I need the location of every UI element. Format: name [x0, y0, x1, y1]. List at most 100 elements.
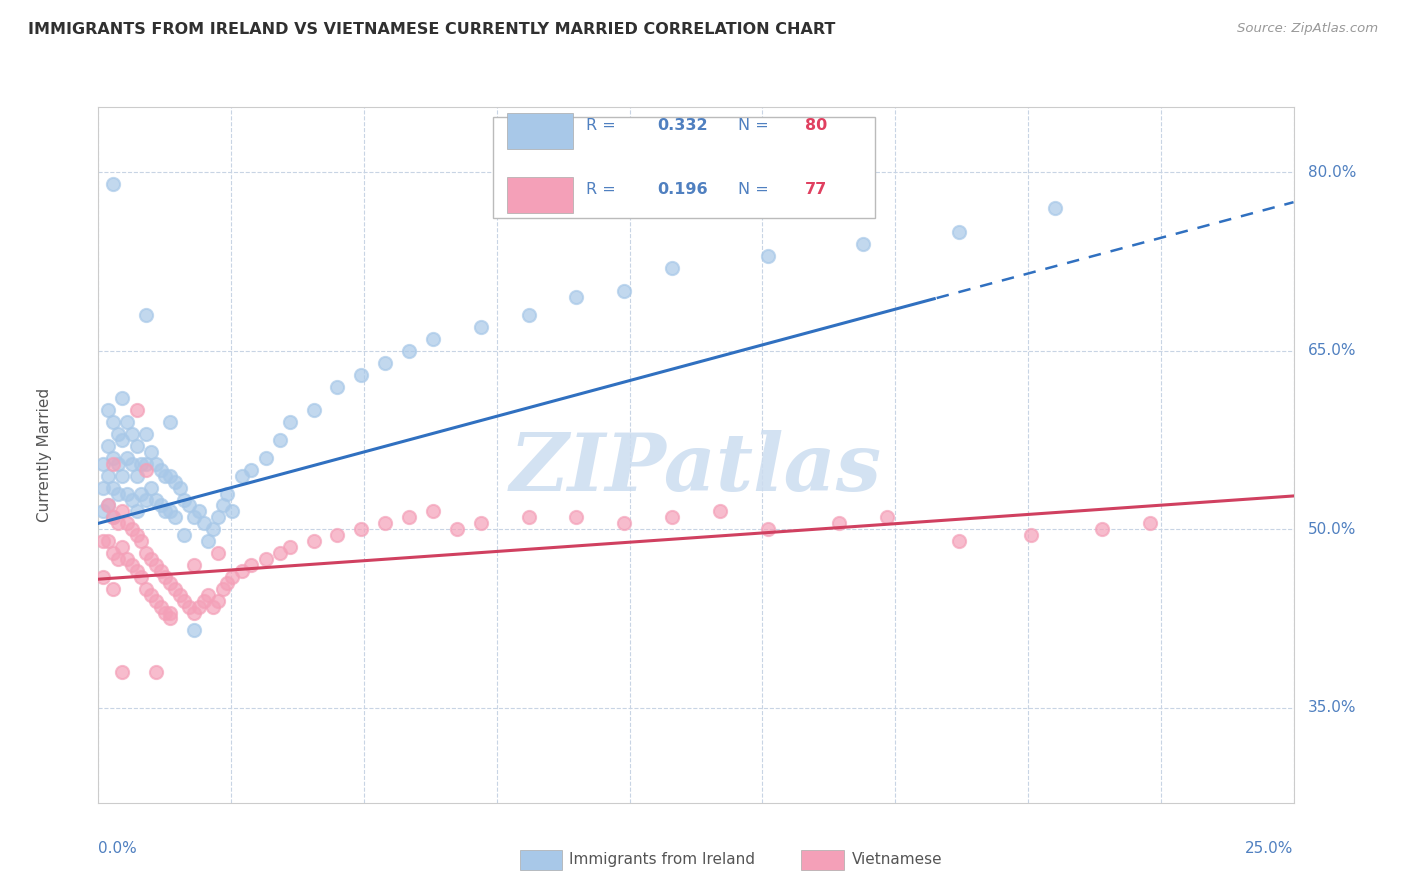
Point — [302, 403, 325, 417]
Point — [145, 665, 167, 679]
Text: 65.0%: 65.0% — [1308, 343, 1357, 359]
Point — [613, 285, 636, 299]
Point — [91, 570, 114, 584]
Point — [107, 486, 129, 500]
Point — [91, 457, 114, 471]
Text: 80: 80 — [804, 119, 827, 133]
Point — [828, 516, 851, 531]
Point — [115, 552, 138, 566]
Point — [101, 178, 124, 192]
Point — [446, 522, 468, 536]
Point — [852, 236, 875, 251]
Point — [149, 599, 172, 614]
Point — [202, 522, 225, 536]
Point — [948, 225, 970, 239]
Point — [101, 546, 124, 560]
Point — [149, 499, 172, 513]
Point — [107, 457, 129, 471]
Text: 0.332: 0.332 — [658, 119, 709, 133]
Point — [115, 486, 138, 500]
Point — [131, 457, 153, 471]
Point — [193, 516, 215, 531]
Point — [111, 504, 134, 518]
Point — [374, 516, 396, 531]
Point — [101, 481, 124, 495]
Point — [1139, 516, 1161, 531]
Point — [139, 552, 162, 566]
Text: Source: ZipAtlas.com: Source: ZipAtlas.com — [1237, 22, 1378, 36]
Point — [111, 392, 134, 406]
Point — [398, 510, 420, 524]
Point — [97, 439, 120, 453]
Point — [115, 450, 138, 465]
Point — [302, 534, 325, 549]
Point — [221, 570, 243, 584]
Point — [159, 468, 181, 483]
Point — [97, 499, 120, 513]
Point — [101, 415, 124, 429]
Text: N =: N = — [738, 119, 773, 133]
Point — [125, 528, 148, 542]
Point — [159, 611, 181, 625]
Text: R =: R = — [586, 182, 621, 197]
Point — [207, 510, 229, 524]
Point — [159, 606, 181, 620]
Point — [169, 481, 191, 495]
Point — [145, 492, 167, 507]
Text: 0.196: 0.196 — [658, 182, 709, 197]
Point — [131, 570, 153, 584]
Point — [91, 481, 114, 495]
Point — [517, 308, 540, 322]
Point — [350, 522, 373, 536]
Text: N =: N = — [738, 182, 773, 197]
Text: 77: 77 — [804, 182, 827, 197]
Point — [149, 564, 172, 578]
Text: Vietnamese: Vietnamese — [852, 853, 942, 867]
Point — [278, 540, 301, 554]
Point — [231, 564, 253, 578]
Point — [145, 558, 167, 572]
Point — [155, 468, 177, 483]
Point — [97, 534, 120, 549]
Text: Immigrants from Ireland: Immigrants from Ireland — [569, 853, 755, 867]
Point — [470, 516, 492, 531]
Point — [125, 439, 148, 453]
Bar — [508, 178, 572, 213]
Point — [398, 343, 420, 358]
Point — [1091, 522, 1114, 536]
Point — [211, 499, 233, 513]
Point — [139, 588, 162, 602]
Point — [240, 558, 263, 572]
Point — [187, 504, 209, 518]
Point — [374, 356, 396, 370]
Point — [135, 582, 157, 596]
Point — [470, 320, 492, 334]
Point — [125, 504, 148, 518]
Text: ZIPatlas: ZIPatlas — [510, 430, 882, 508]
Point — [565, 290, 588, 304]
Point — [207, 546, 229, 560]
Point — [326, 379, 349, 393]
Point — [254, 450, 277, 465]
Point — [101, 450, 124, 465]
Point — [97, 468, 120, 483]
Point — [197, 534, 219, 549]
Point — [183, 624, 205, 638]
Point — [135, 492, 157, 507]
Point — [269, 433, 291, 447]
Point — [326, 528, 349, 542]
Point — [240, 463, 263, 477]
Point — [107, 516, 129, 531]
Point — [107, 427, 129, 442]
Point — [115, 415, 138, 429]
Point — [217, 575, 239, 590]
FancyBboxPatch shape — [494, 118, 875, 219]
Text: 35.0%: 35.0% — [1308, 700, 1357, 715]
Point — [131, 534, 153, 549]
Text: 80.0%: 80.0% — [1308, 165, 1357, 180]
Point — [756, 249, 779, 263]
Point — [169, 588, 191, 602]
Bar — [508, 113, 572, 150]
Point — [709, 504, 731, 518]
Point — [211, 582, 233, 596]
